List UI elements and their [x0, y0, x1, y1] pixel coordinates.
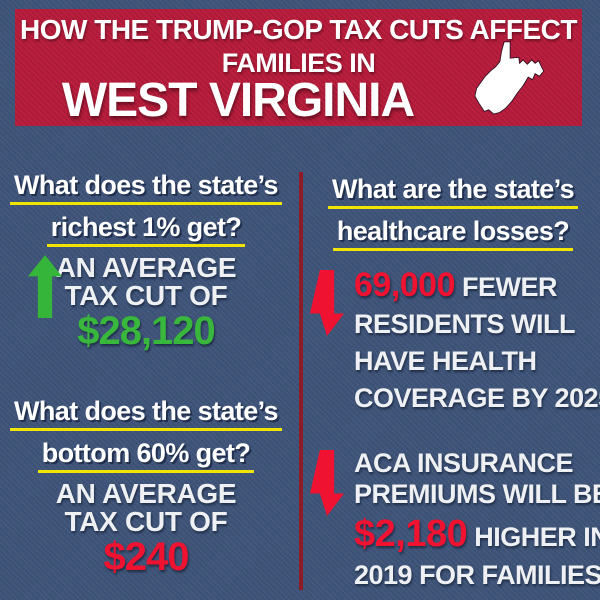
body-text: ACA INSURANCE [354, 448, 574, 478]
premiums-stat-paragraph: ACA INSURANCE PREMIUMS WILL BE $2,180 HI… [354, 448, 600, 591]
tax-cut-amount-bottom60: $240 [103, 535, 190, 579]
body-text: RESIDENTS WILL [354, 309, 576, 339]
heading-text: What does the state’s [10, 396, 282, 431]
section-heading-line: healthcare losses? [308, 216, 598, 251]
heading-text: healthcare losses? [332, 216, 574, 251]
section-bottom-60-percent: What does the state’s bottom 60% get? AN… [0, 396, 292, 578]
body-text: AN AVERAGE [55, 252, 237, 283]
section-richest-1-percent: What does the state’s richest 1% get? AN… [0, 170, 292, 352]
body-text: AN AVERAGE [55, 478, 237, 509]
body-text: HAVE HEALTH [354, 346, 537, 376]
healthcare-stat-paragraph: 69,000 FEWER RESIDENTS WILL HAVE HEALTH … [354, 267, 600, 417]
body-text: TAX CUT OF [64, 280, 228, 311]
heading-text: bottom 60% get? [37, 438, 255, 473]
section-aca-premiums: ACA INSURANCE PREMIUMS WILL BE $2,180 HI… [308, 448, 600, 591]
body-text: 2019 FOR FAMILIES [354, 560, 600, 590]
heading-text: What does the state’s [10, 170, 282, 205]
body-text: PREMIUMS WILL BE [354, 479, 600, 509]
section-heading-line: What does the state’s [0, 170, 292, 205]
section-heading-line: richest 1% get? [0, 212, 292, 247]
banner-title-line1: HOW THE TRUMP-GOP TAX CUTS AFFECT [20, 14, 577, 45]
heading-text: What are the state’s [327, 174, 579, 209]
premium-increase-amount: $2,180 [354, 513, 468, 555]
body-text: TAX CUT OF [64, 506, 228, 537]
section-healthcare-losses: What are the state’s healthcare losses? … [308, 174, 600, 417]
body-text: FEWER [462, 272, 558, 302]
column-divider [299, 172, 303, 590]
west-virginia-icon [474, 41, 545, 115]
section-heading-line: bottom 60% get? [0, 438, 292, 473]
tax-cut-amount-rich: $28,120 [77, 309, 216, 353]
body-text: HIGHER IN [474, 522, 600, 552]
stat-line: $2,180 HIGHER IN [354, 513, 600, 558]
section-heading-line: What does the state’s [0, 396, 292, 431]
section-heading-line: What are the state’s [308, 174, 598, 209]
body-text: COVERAGE BY 2025 [354, 383, 600, 413]
coverage-loss-count: 69,000 [354, 266, 456, 304]
heading-text: richest 1% get? [46, 212, 246, 247]
title-banner: HOW THE TRUMP-GOP TAX CUTS AFFECT FAMILI… [15, 9, 582, 127]
banner-title-line2: FAMILIES IN [221, 48, 376, 78]
stat-line: 69,000 FEWER [354, 267, 598, 306]
state-name: WEST VIRGINIA [61, 74, 415, 127]
